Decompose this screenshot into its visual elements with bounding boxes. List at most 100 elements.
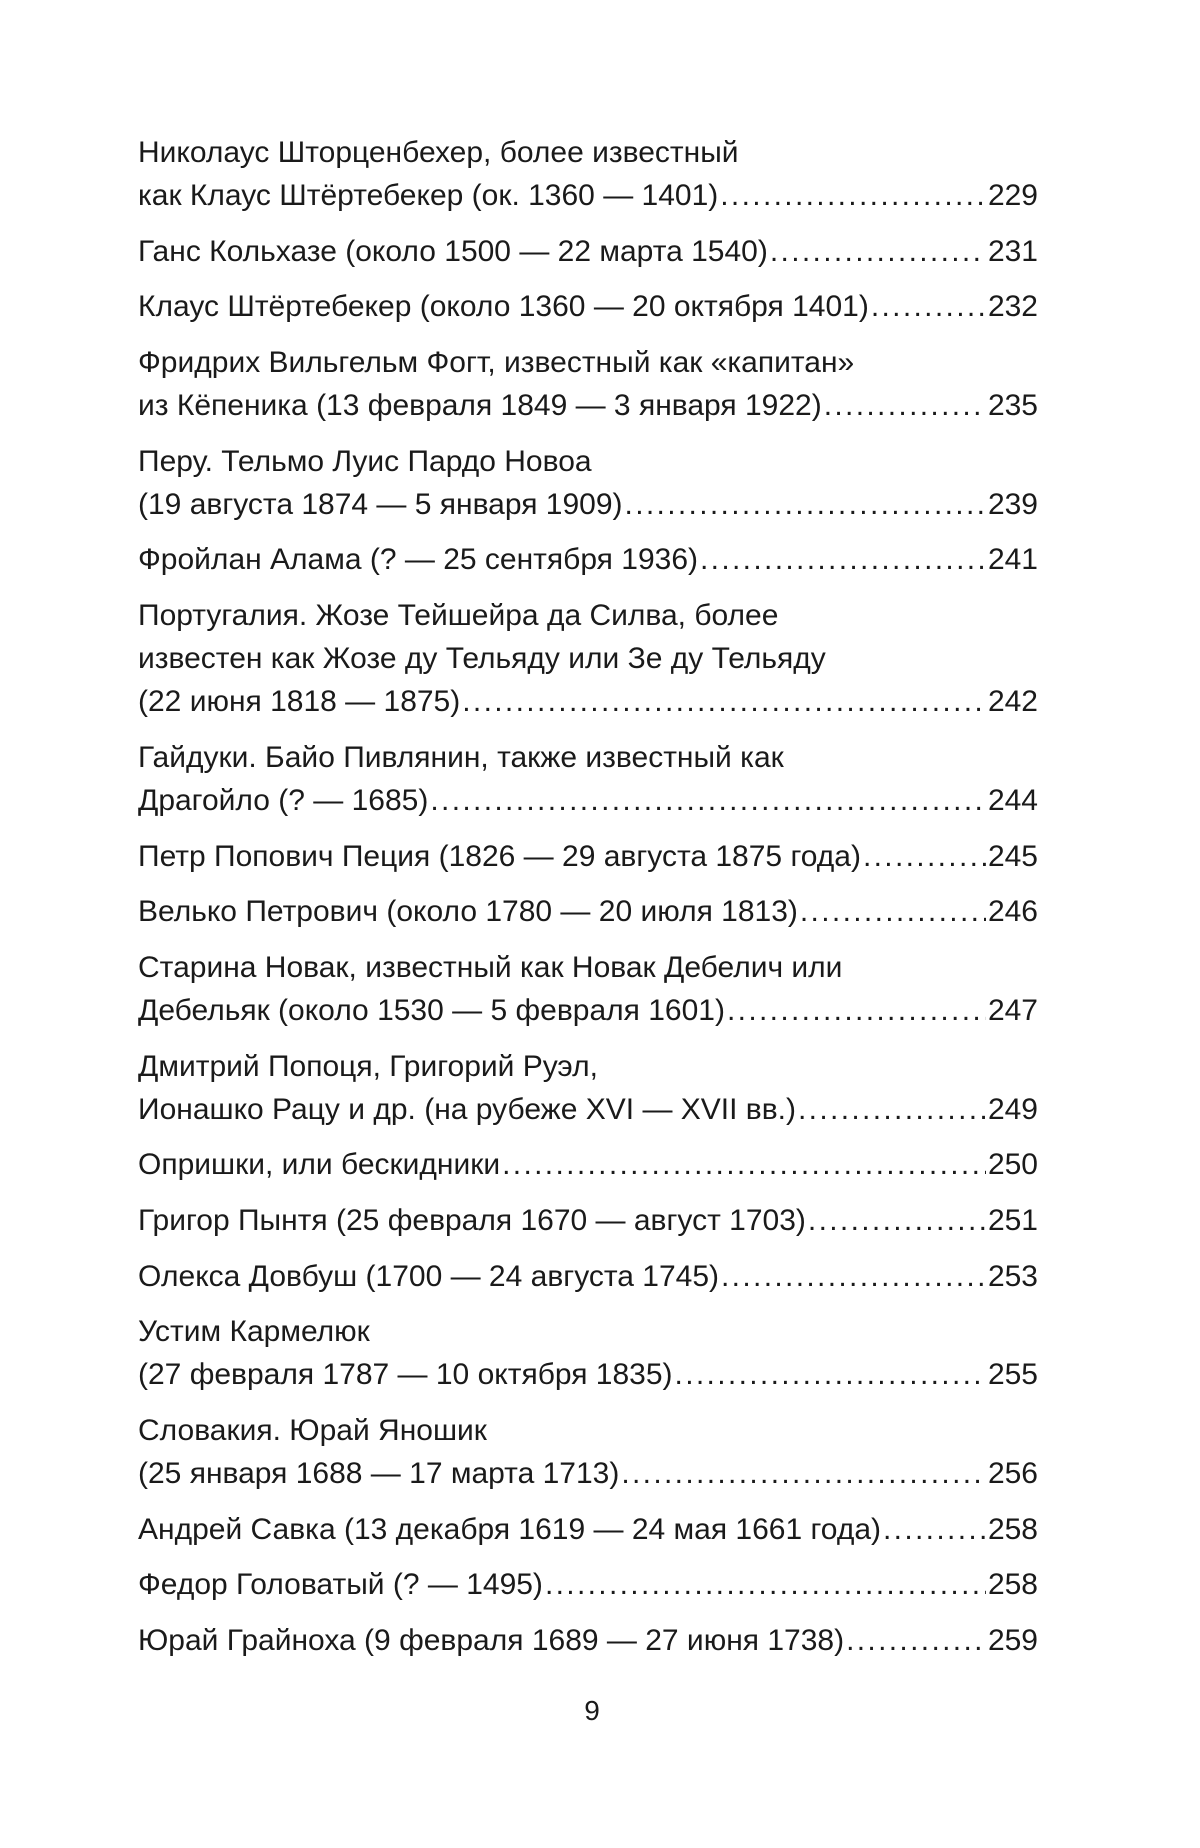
toc-entry-title: Ионашко Рацу и др. (на рубеже XVI — XVII… [138,1092,797,1126]
toc-entry-line: из Кёпеника (13 февраля 1849 — 3 января … [138,384,1038,427]
dot-leader [462,680,986,723]
toc-entry-page: 235 [987,389,1038,423]
toc-entry-title: из Кёпеника (13 февраля 1849 — 3 января … [138,389,822,423]
table-of-contents: Николаус Шторценбехер, более известный ка… [138,131,1038,1675]
toc-entry-title: Старина Новак, известный как Новак Дебел… [138,950,843,984]
toc-entry-page: 249 [987,1092,1038,1126]
toc-entry: Фридрих Вильгельм Фогт, известный как «к… [138,341,1038,427]
toc-entry-page: 258 [987,1512,1038,1546]
toc-entry-page: 258 [987,1568,1038,1602]
toc-entry-line: Велько Петрович (около 1780 — 20 июля 18… [138,890,1038,933]
toc-entry-title: (22 июня 1818 — 1875) [138,685,461,719]
toc-entry-line: Олекса Довбуш (1700 — 24 августа 1745) 25… [138,1255,1038,1298]
toc-entry: Велько Петрович (около 1780 — 20 июля 18… [138,890,1038,933]
toc-entry: Португалия. Жозе Тейшейра да Силва, боле… [138,594,1038,723]
toc-entry: Фройлан Алама (? — 25 сентября 1936) 241 [138,538,1038,581]
toc-entry: Дмитрий Попоця, Григорий Руэл, Ионашко Ра… [138,1045,1038,1131]
toc-entry-title: Дебельяк (около 1530 — 5 февраля 1601) [138,993,725,1027]
toc-entry-line: (22 июня 1818 — 1875) 242 [138,680,1038,723]
toc-entry: Опришки, или бескидники 250 [138,1143,1038,1186]
toc-entry-line: Устим Кармелюк [138,1310,1038,1353]
dot-leader [770,230,986,273]
dot-leader [625,483,986,526]
dot-leader [798,1088,986,1131]
toc-entry: Клаус Штёртебекер (около 1360 — 20 октяб… [138,285,1038,328]
toc-entry: Перу. Тельмо Луис Пардо Новоа (19 августа… [138,440,1038,526]
dot-leader [800,890,986,933]
toc-entry-line: Клаус Штёртебекер (около 1360 — 20 октяб… [138,285,1038,328]
dot-leader [863,835,986,878]
toc-entry: Григор Пынтя (25 февраля 1670 — август 1… [138,1199,1038,1242]
dot-leader [808,1199,986,1242]
toc-entry-line: Опришки, или бескидники 250 [138,1143,1038,1186]
toc-entry: Старина Новак, известный как Новак Дебел… [138,946,1038,1032]
toc-entry-line: (25 января 1688 — 17 марта 1713) 256 [138,1452,1038,1495]
dot-leader [545,1563,986,1606]
dot-leader [871,285,986,328]
toc-entry-page: 246 [987,895,1038,929]
toc-entry-page: 241 [987,543,1038,577]
dot-leader [727,989,986,1032]
toc-entry-line: Григор Пынтя (25 февраля 1670 — август 1… [138,1199,1038,1242]
toc-entry-title: Олекса Довбуш (1700 — 24 августа 1745) [138,1259,720,1293]
toc-entry-line: Португалия. Жозе Тейшейра да Силва, боле… [138,594,1038,637]
toc-entry-title: Драгойло (? — 1685) [138,783,429,817]
toc-entry-page: 251 [987,1203,1038,1237]
toc-entry-line: Старина Новак, известный как Новак Дебел… [138,946,1038,989]
dot-leader [430,779,986,822]
toc-entry-title: известен как Жозе ду Тельяду или Зе ду Т… [138,642,826,676]
toc-entry-title: Николаус Шторценбехер, более известный [138,136,739,169]
toc-entry-page: 245 [987,839,1038,873]
toc-entry-title: Григор Пынтя (25 февраля 1670 — август 1… [138,1203,806,1237]
toc-entry-line: Ганс Кольхазе (около 1500 — 22 марта 154… [138,230,1038,273]
toc-entry-line: Фройлан Алама (? — 25 сентября 1936) 241 [138,538,1038,581]
toc-entry-page: 232 [987,290,1038,324]
toc-entry: Олекса Довбуш (1700 — 24 августа 1745) 25… [138,1255,1038,1298]
toc-entry-line: Андрей Савка (13 декабря 1619 — 24 мая 1… [138,1508,1038,1551]
toc-entry-line: Гайдуки. Байо Пивлянин, также известный … [138,736,1038,779]
toc-entry-title: Велько Петрович (около 1780 — 20 июля 18… [138,895,798,929]
page-number: 9 [584,1695,600,1726]
toc-entry: Ганс Кольхазе (около 1500 — 22 марта 154… [138,230,1038,273]
toc-entry-line: Федор Головатый (? — 1495) 258 [138,1563,1038,1606]
dot-leader [700,538,986,581]
toc-entry-line: Ионашко Рацу и др. (на рубеже XVI — XVII… [138,1088,1038,1131]
toc-entry-title: Ганс Кольхазе (около 1500 — 22 марта 154… [138,234,768,268]
dot-leader [621,1452,986,1495]
toc-entry-title: Андрей Савка (13 декабря 1619 — 24 мая 1… [138,1512,881,1546]
toc-entry-title: Юрай Грайноха (9 февраля 1689 — 27 июня … [138,1624,845,1658]
toc-entry-page: 244 [987,783,1038,817]
toc-entry-line: Петр Попович Пеция (1826 — 29 августа 18… [138,835,1038,878]
toc-entry-line: Словакия. Юрай Яношик [138,1409,1038,1452]
dot-leader [846,1619,986,1662]
dot-leader [883,1508,986,1551]
toc-entry-title: Петр Попович Пеция (1826 — 29 августа 18… [138,839,861,873]
toc-entry-line: Николаус Шторценбехер, более известный [138,131,1038,174]
toc-entry-line: Дмитрий Попоця, Григорий Руэл, [138,1045,1038,1088]
toc-entry-line: Фридрих Вильгельм Фогт, известный как «к… [138,341,1038,384]
dot-leader [502,1143,986,1186]
toc-entry-page: 253 [987,1259,1038,1293]
toc-entry-line: (19 августа 1874 — 5 января 1909) 239 [138,483,1038,526]
toc-entry: Петр Попович Пеция (1826 — 29 августа 18… [138,835,1038,878]
toc-entry: Николаус Шторценбехер, более известный ка… [138,131,1038,217]
toc-entry-title: Опришки, или бескидники [138,1148,501,1182]
toc-entry: Устим Кармелюк (27 февраля 1787 — 10 октя… [138,1310,1038,1396]
toc-entry-page: 239 [987,487,1038,521]
toc-entry-title: Клаус Штёртебекер (около 1360 — 20 октяб… [138,290,869,324]
toc-entry: Андрей Савка (13 декабря 1619 — 24 мая 1… [138,1508,1038,1551]
toc-entry-page: 231 [987,234,1038,268]
toc-entry-line: Драгойло (? — 1685) 244 [138,779,1038,822]
toc-entry-page: 256 [987,1457,1038,1490]
toc-entry-title: Устим Кармелюк [138,1315,370,1349]
toc-entry-page: 229 [987,179,1038,212]
toc-entry-line: Юрай Грайноха (9 февраля 1689 — 27 июня … [138,1619,1038,1662]
toc-entry-title: Фройлан Алама (? — 25 сентября 1936) [138,543,698,577]
dot-leader [675,1353,986,1396]
toc-entry-page: 250 [987,1148,1038,1182]
toc-entry-line: Перу. Тельмо Луис Пардо Новоа [138,440,1038,483]
dot-leader [721,1255,986,1298]
toc-entry-line: известен как Жозе ду Тельяду или Зе ду Т… [138,637,1038,680]
toc-entry-title: Перу. Тельмо Луис Пардо Новоа [138,444,592,478]
dot-leader [720,174,986,217]
